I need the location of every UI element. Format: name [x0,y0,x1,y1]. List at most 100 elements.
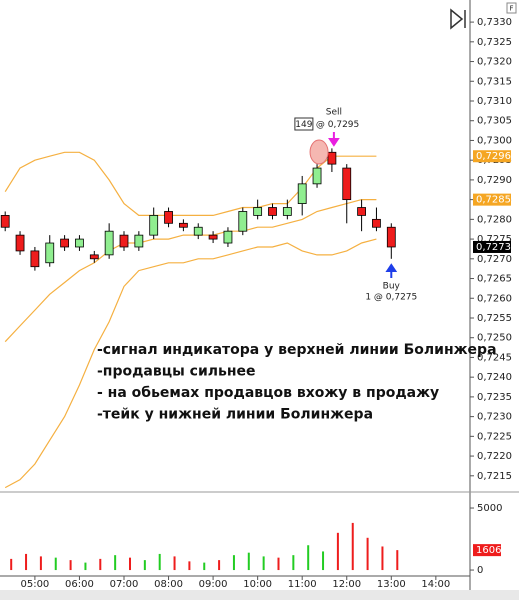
volume-bar [143,560,146,571]
y-tick-label: 0,7255 [477,313,512,324]
volume-bar [366,537,369,571]
y-tick-label: 0,7290 [477,175,512,186]
candle-body [357,207,366,216]
volume-bar [188,561,191,571]
volume-bar [292,555,295,571]
volume-bar [114,555,117,571]
candle-body [238,211,248,232]
sell-qty-box [294,117,314,131]
y-tick-label: 0,7330 [477,17,512,28]
buy-label: Buy [383,282,401,292]
price-marker-label: 0,7296 [476,151,511,162]
sell-price: @ 0,7295 [316,120,359,130]
candle-body [45,242,55,264]
volume-bar [39,556,42,571]
x-tick-label: 06:00 [65,579,94,590]
y-tick-label: 0,7215 [477,471,512,482]
candle-body [164,211,173,224]
candle-body [75,238,84,248]
y-tick-label: 0,7300 [477,135,512,146]
note: -сигнал индикатора у верхней линии Болин… [97,342,497,358]
y-tick-label: 0,7260 [477,293,512,304]
volume-bar [69,560,72,571]
candle-body [0,215,10,228]
price-marker-label: 0,7273 [476,242,511,253]
f-button[interactable] [506,2,517,14]
price-marker [473,240,511,253]
buy-text: 1 @ 0,7275 [365,293,417,303]
band-line [4,238,377,489]
volume-bar [173,556,176,571]
y-tick-label: 0,7315 [477,76,512,87]
volume-bar [128,557,131,571]
candle-body [297,183,307,204]
sell-arrow [328,132,340,147]
volume-bar [396,550,399,571]
note: -продавцы сильнее [97,364,256,380]
f-button-label: F [509,5,513,13]
x-tick-label: 10:00 [243,579,272,590]
y-tick-label: 0,7305 [477,116,512,127]
volume-marker-label: 1606 [476,545,501,556]
y-tick-label: 0,7245 [477,352,512,363]
volume-bar [54,557,57,571]
y-tick-label: 0,7240 [477,372,512,383]
y-tick-label: 0,7225 [477,431,512,442]
note: - на обьемах продавцов вхожу в продажу [97,385,439,401]
volume-bar [10,558,13,571]
x-tick-label: 09:00 [199,579,228,590]
candle-body [149,215,159,236]
candle-body [30,250,40,268]
candle-body [312,167,322,185]
bottom-strip [0,590,519,600]
volume-bar [381,546,384,571]
candle-body [386,226,396,248]
y-tick-label: 0,7275 [477,234,512,245]
volume-bar [84,562,87,571]
candle-body [119,234,129,248]
sell-label: Sell [326,108,342,118]
buy-arrow [385,263,398,278]
candle-body [282,207,292,216]
y-tick-label: 0,7230 [477,412,512,423]
price-marker-label: 0,7285 [476,195,511,206]
x-tick-label: 13:00 [377,579,406,590]
candle-body [268,207,277,216]
x-tick-label: 07:00 [110,579,139,590]
volume-bar [277,557,280,571]
price-marker [473,193,511,206]
y-tick-label: 0,7235 [477,392,512,403]
volume-bar [262,556,265,571]
play-icon[interactable] [450,8,466,30]
candle-body [60,238,69,248]
band-line [4,199,377,343]
candle-body [15,234,25,252]
volume-bar [322,551,325,571]
candle-body [223,230,233,244]
y-tick-label: 0,7310 [477,96,512,107]
x-tick-label: 12:00 [332,579,361,590]
y-tick-label: 0,7320 [477,57,512,68]
candle-body [342,167,352,201]
y-tick-label: 5000 [477,503,502,514]
y-tick-label: 0 [477,565,483,576]
volume-bar [25,553,28,571]
volume-bar [158,553,161,571]
note: -тейк у нижней линии Болинжера [97,407,373,423]
volume-bar [218,560,221,571]
sell-quantity: 149 [295,120,312,130]
candle-body [104,230,114,256]
volume-bar [232,555,235,571]
candle-body [178,222,188,228]
y-tick-label: 0,7265 [477,274,512,285]
volume-bar [99,558,102,571]
volume-bar [247,552,250,571]
candle-body [208,234,218,240]
candle-body [134,234,144,248]
y-tick-label: 0,7270 [477,254,512,265]
volume-bar [203,562,206,571]
x-tick-label: 08:00 [154,579,183,590]
y-tick-label: 0,7220 [477,451,512,462]
y-tick-label: 0,7250 [477,333,512,344]
